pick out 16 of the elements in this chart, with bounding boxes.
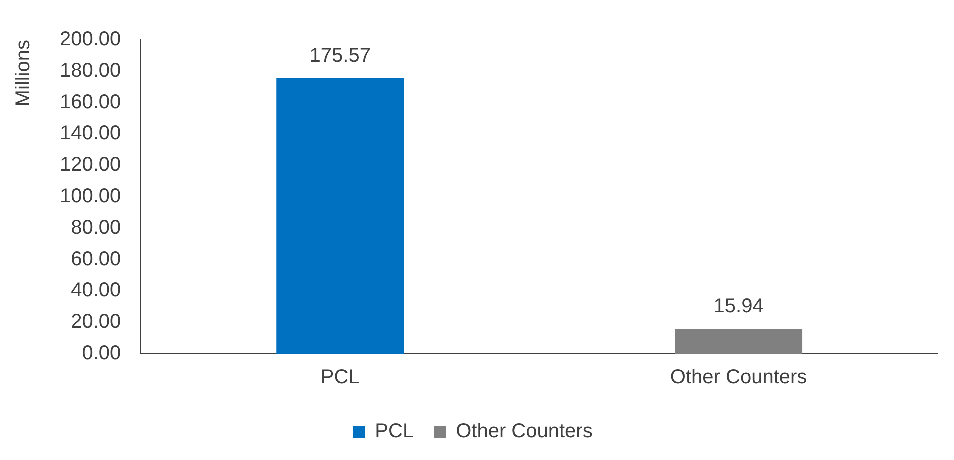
y-tick-label: 0.00 xyxy=(82,342,122,365)
y-axis-title: Millions xyxy=(12,40,35,107)
y-tick-label: 20.00 xyxy=(71,311,122,334)
data-label: 175.57 xyxy=(310,44,371,67)
y-tick-label: 80.00 xyxy=(71,216,122,239)
legend-label: PCL xyxy=(375,420,414,443)
y-tick-label: 60.00 xyxy=(71,248,122,270)
y-tick-label: 40.00 xyxy=(71,280,122,302)
y-tick-label: 120.00 xyxy=(60,154,122,176)
y-tick-label: 100.00 xyxy=(60,186,122,208)
data-label: 15.94 xyxy=(714,295,764,318)
y-tick-label: 180.00 xyxy=(60,60,122,82)
y-tick-label: 200.00 xyxy=(60,28,122,51)
y-tick-label: 160.00 xyxy=(60,91,122,114)
legend-label: Other Counters xyxy=(456,420,593,443)
y-tick-label: 140.00 xyxy=(60,122,122,145)
